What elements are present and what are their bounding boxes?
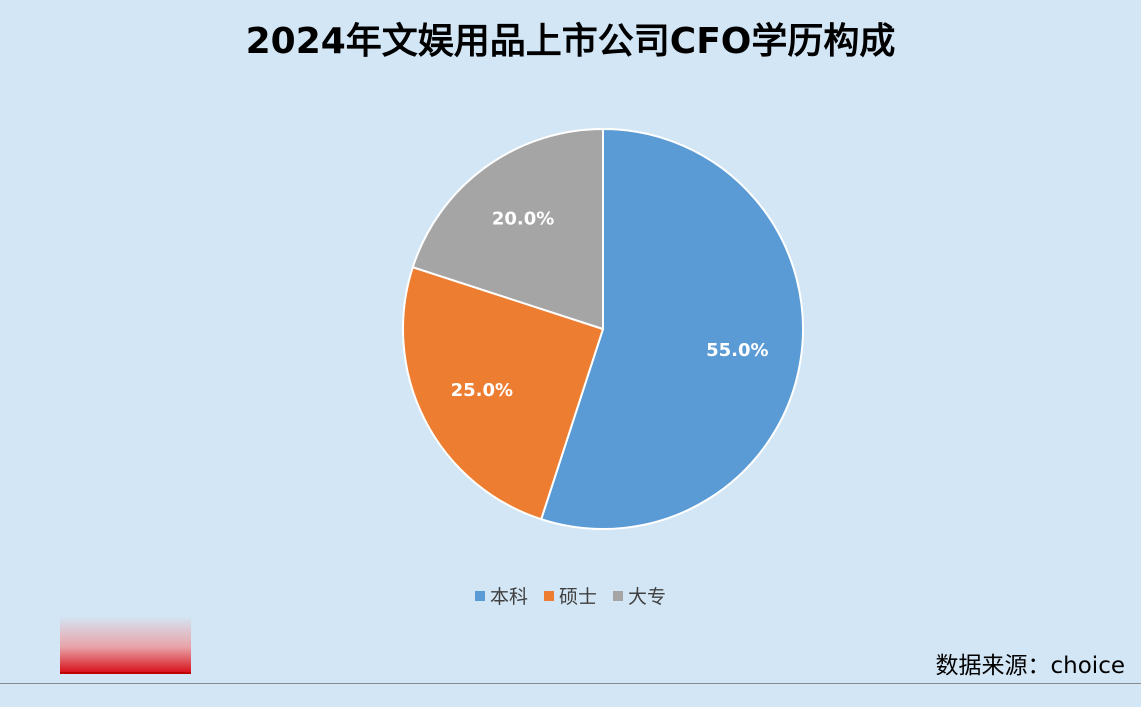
legend-label: 大专 [628,586,667,608]
pie-slice-master [402,265,605,521]
legend-swatch [474,590,485,601]
chart-legend: 本科 硕士 大专 [0,582,1141,609]
data-label-master: 25.0% [451,380,513,401]
legend-item-bachelor: 本科 [474,582,528,609]
data-label-college: 20.0% [492,208,554,229]
pie-slice-college [411,127,604,331]
legend-label: 硕士 [558,586,597,608]
data-source: 数据来源：choice [935,653,1125,679]
bottom-divider [0,683,1141,684]
legend-label: 本科 [489,586,528,608]
legend-swatch [613,590,623,601]
data-label-bachelor: 55.0% [706,340,768,361]
legend-swatch [543,590,554,601]
chart-title: 2024年文娱用品上市公司CFO学历构成 [245,21,896,62]
decorative-red-block [60,616,191,674]
legend-item-college: 大专 [613,582,666,609]
legend-item-master: 硕士 [543,582,597,609]
pie-slice-bachelor [539,127,804,530]
